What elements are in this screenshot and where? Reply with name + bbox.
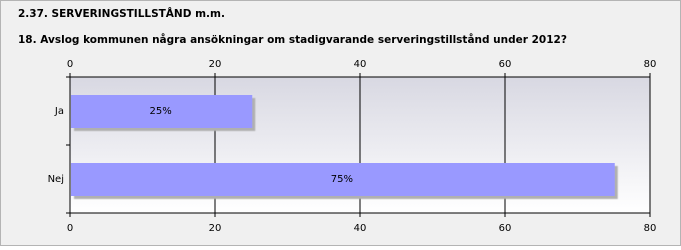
y-tick-label: Ja <box>54 106 64 117</box>
x-tick-label: 0 <box>67 59 73 70</box>
x-tick-label: 60 <box>499 59 512 70</box>
x-tick-label: 40 <box>354 223 367 234</box>
x-tick-label: 60 <box>499 223 512 234</box>
value-label: 75% <box>331 174 353 185</box>
x-tick-label: 20 <box>209 59 222 70</box>
x-tick-label: 0 <box>67 223 73 234</box>
section-title: 2.37. SERVERINGSTILLSTÅND m.m. <box>18 7 225 20</box>
y-tick-label: Nej <box>48 174 64 185</box>
bar <box>71 163 615 196</box>
x-tick-label: 40 <box>354 59 367 70</box>
x-tick-label: 80 <box>644 223 657 234</box>
bar <box>71 95 253 128</box>
chart-title: 18. Avslog kommunen några ansökningar om… <box>18 33 567 46</box>
x-tick-label: 20 <box>209 223 222 234</box>
value-label: 25% <box>150 106 172 117</box>
x-tick-label: 80 <box>644 59 657 70</box>
